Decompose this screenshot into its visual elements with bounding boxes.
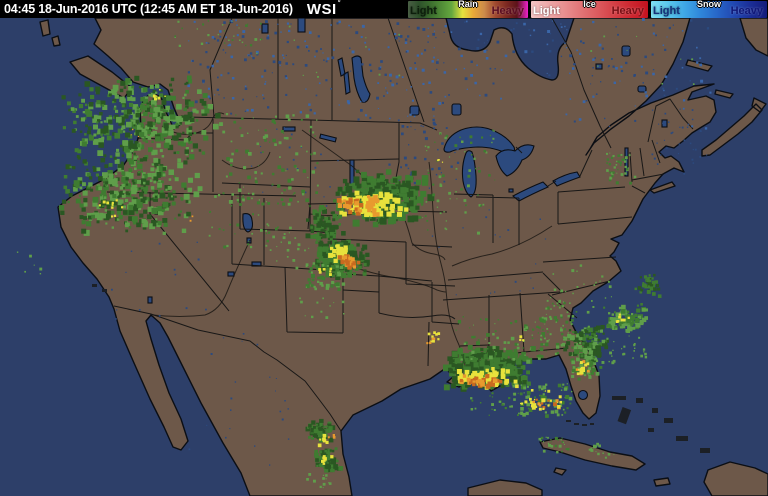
haida-islands <box>39 19 61 47</box>
lake-oahe <box>349 159 355 187</box>
yucatan <box>467 479 543 496</box>
legend-snow-heavy-label: Heavy <box>730 5 763 17</box>
radar-echo-layer <box>16 20 695 489</box>
legend-snow-title: Snow <box>697 0 721 9</box>
florida-keys <box>566 420 594 426</box>
legend-rain-heavy-label: Heavy <box>491 5 524 17</box>
long-island <box>649 181 676 194</box>
legend-ice-title: Ice <box>583 0 596 9</box>
maine-lakes <box>661 119 668 128</box>
newfoundland <box>739 18 768 57</box>
state-borders-northeast <box>557 139 665 225</box>
quebec-lake <box>595 63 603 70</box>
colorado-river <box>152 239 251 317</box>
jamaica <box>653 477 671 487</box>
legend-ice-gradient-bar <box>531 1 648 18</box>
lake-michigan <box>461 150 477 198</box>
political-borders <box>106 18 694 432</box>
wsi-logo: WSI° <box>306 0 342 18</box>
islands <box>39 18 768 496</box>
lake-nipigon <box>451 103 462 116</box>
lake-winnipeg <box>351 55 371 103</box>
lake-huron <box>495 144 535 177</box>
legend-snow-gradient-bar <box>651 1 767 18</box>
lake-of-the-woods <box>409 105 420 116</box>
wsi-logo-mark: ° <box>337 0 342 7</box>
lake-okeechobee <box>577 389 589 401</box>
bahamas <box>612 396 710 453</box>
legend-ice-heavy-label: Heavy <box>611 5 644 17</box>
arkansas-river <box>339 261 447 293</box>
precip-legend: Rain Light Heavy Ice Light Heavy Snow Li… <box>408 0 768 18</box>
prince-edward-island <box>714 89 734 99</box>
legend-ice-light-label: Light <box>533 5 560 17</box>
lake-manitoba <box>337 57 351 95</box>
channel-islands <box>92 284 107 292</box>
mexico-us-border <box>113 305 342 432</box>
legend-rain-title: Rain <box>458 0 478 9</box>
canada-us-border <box>185 116 593 187</box>
legend-rain: Rain Light Heavy <box>408 0 528 18</box>
lake-st-jean <box>637 85 647 93</box>
lake-st-clair <box>508 188 514 193</box>
province-borders <box>209 18 694 149</box>
legend-ice: Ice Light Heavy <box>531 0 648 18</box>
legend-rain-gradient-bar <box>408 1 528 18</box>
legend-snow: Snow Light Heavy <box>651 0 767 18</box>
salton-sea <box>147 296 153 304</box>
header-bar: 04:45 18-Jun-2016 UTC (12:45 AM ET 18-Ju… <box>0 0 768 18</box>
nova-scotia <box>701 97 767 157</box>
legend-snow-light-label: Light <box>653 5 680 17</box>
lake-speckle-layer <box>111 18 712 466</box>
legend-rain-light-label: Light <box>410 5 437 17</box>
radar-map-canvas <box>0 18 768 496</box>
hispaniola <box>703 461 768 496</box>
lake-erie <box>512 181 549 202</box>
lake-mead <box>227 271 235 277</box>
fort-peck-lake <box>282 126 296 132</box>
state-borders-west <box>106 119 344 334</box>
lake-ontario <box>552 171 581 187</box>
hudson-bay <box>445 18 575 81</box>
lake-sakakawea <box>319 133 337 143</box>
athabasca-lake <box>261 23 269 34</box>
anticosti-island <box>685 59 713 72</box>
ohio-river <box>451 225 553 267</box>
reindeer-lake <box>297 18 306 33</box>
state-borders-midwest <box>395 123 520 248</box>
great-salt-lake <box>242 213 254 233</box>
timestamp-label: 04:45 18-Jun-2016 UTC (12:45 AM ET 18-Ju… <box>4 2 293 16</box>
